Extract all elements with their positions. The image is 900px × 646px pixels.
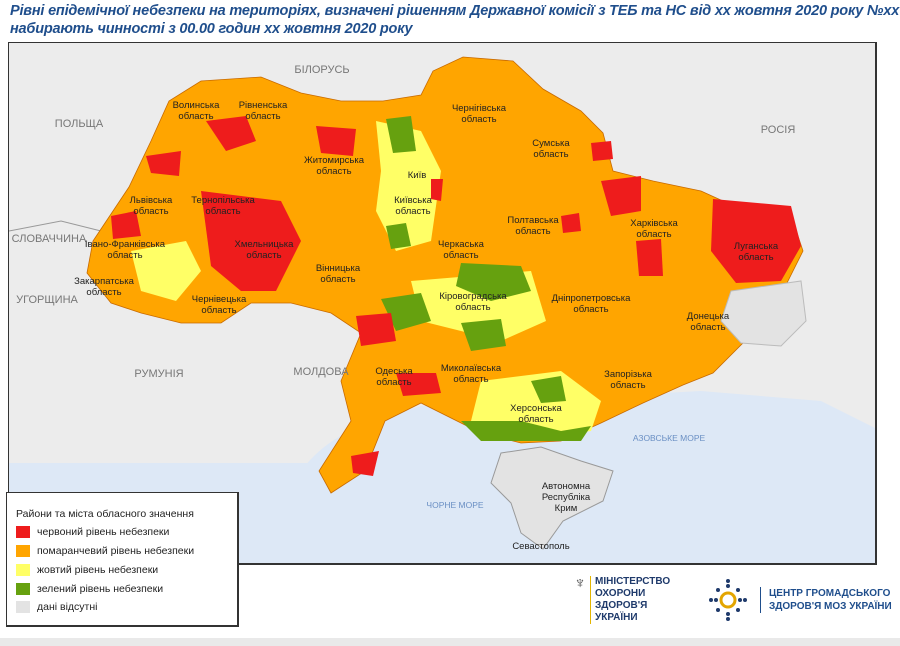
region-label: Волинська область <box>173 100 221 122</box>
ukraine-territory <box>86 56 804 494</box>
region-label: Полтавська область <box>507 215 559 237</box>
legend-item-nodata: дані відсутні <box>16 600 98 614</box>
region-label: Донецька область <box>687 311 730 333</box>
region-label: Дніпропетровська область <box>552 293 632 315</box>
title-line-2: набирають чинності з 00.00 годин хх жовт… <box>10 21 413 37</box>
region-label: Луганська область <box>734 241 779 263</box>
region-label: Вінницька область <box>316 263 361 285</box>
region-label: Житомирська область <box>304 155 365 177</box>
legend-swatch <box>16 564 30 576</box>
region-labels: Волинська область Рівненська область Житомир… <box>74 100 779 552</box>
bottom-bar <box>0 638 900 646</box>
phc-emblem-icon <box>709 579 747 621</box>
region-label: Миколаївська область <box>441 363 502 385</box>
border-lines <box>9 220 102 232</box>
legend-swatch <box>16 526 30 538</box>
region-label: Київ <box>408 170 427 181</box>
legend-item-red: червоний рівень небезпеки <box>16 525 169 539</box>
region-label: Івано-Франківська область <box>85 239 166 261</box>
region-label: Харківська область <box>630 218 678 240</box>
country-label: РУМУНІЯ <box>134 368 183 380</box>
sea-label: АЗОВСЬКЕ МОРЕ <box>633 433 706 443</box>
logo-text: ЦЕНТР ГРОМАДСЬКОГО <box>769 588 891 599</box>
sea-label: ЧОРНЕ МОРЕ <box>426 500 483 510</box>
region-label: Херсонська область <box>510 403 562 425</box>
legend-item-yellow: жовтий рівень небезпеки <box>16 563 158 577</box>
nodata-crimea <box>490 446 614 550</box>
title-line-1: Рівні епідемічної небезпеки на територія… <box>10 3 900 19</box>
region-label: Одеська область <box>375 366 413 388</box>
country-label: БІЛОРУСЬ <box>294 64 349 76</box>
legend-title: Райони та міста обласного значення <box>16 508 194 520</box>
ministry-logo: ♆ МІНІСТЕРСТВО ОХОРОНИ ЗДОРОВ'Я УКРАЇНИ <box>574 576 670 624</box>
phc-logo: ЦЕНТР ГРОМАДСЬКОГО ЗДОРОВ'Я МОЗ УКРАЇНИ <box>708 578 892 622</box>
country-label: МОЛДОВА <box>293 366 349 378</box>
legend-swatch <box>16 545 30 557</box>
region-label: Черкаська область <box>438 239 485 261</box>
legend-label: помаранчевий рівень небезпеки <box>37 545 195 557</box>
nodata-donbas <box>720 280 807 347</box>
legend-label: дані відсутні <box>37 601 98 613</box>
logo-text: УКРАЇНИ <box>595 612 638 623</box>
region-label: Тернопільська область <box>191 195 255 217</box>
region-label: Кіровоградська область <box>439 291 507 313</box>
legend-label: зелений рівень небезпеки <box>37 583 164 595</box>
green-zones <box>381 116 591 441</box>
country-label: ПОЛЬЩА <box>55 118 104 130</box>
legend-swatch <box>16 583 30 595</box>
trident-icon: ♆ <box>574 575 586 592</box>
legend-item-green: зелений рівень небезпеки <box>16 582 163 596</box>
country-label: СЛОВАЧЧИНА <box>12 233 87 245</box>
region-label: Закарпатська область <box>74 276 134 298</box>
legend-item-orange: помаранчевий рівень небезпеки <box>16 544 194 558</box>
legend-swatch <box>16 601 30 613</box>
legend-label: червоний рівень небезпеки <box>37 526 170 538</box>
region-label: Автономна Республіка Крим <box>542 481 591 514</box>
logo-text: МІНІСТЕРСТВО <box>595 576 671 587</box>
region-label: Запорізька область <box>604 369 653 391</box>
ukraine-map: БІЛОРУСЬ ПОЛЬЩА РОСІЯ СЛОВАЧЧИНА УГОРЩИН… <box>8 42 877 565</box>
region-label: Рівненська область <box>239 100 288 122</box>
yellow-zones <box>131 121 601 441</box>
region-label: Севастополь <box>512 541 569 552</box>
map-title: Рівні епідемічної небезпеки на територія… <box>10 2 900 38</box>
legend-label: жовтий рівень небезпеки <box>37 564 159 576</box>
country-label: УГОРЩИНА <box>16 294 78 306</box>
region-label: Чернівецька область <box>192 294 247 316</box>
region-label: Чернігівська область <box>452 103 507 125</box>
logo-text: ЗДОРОВ'Я МОЗ УКРАЇНИ <box>769 601 892 612</box>
region-label: Київська область <box>394 195 432 217</box>
country-label: РОСІЯ <box>761 124 796 136</box>
legend: Райони та міста обласного значення черво… <box>6 492 239 627</box>
region-label: Львівська область <box>130 195 173 217</box>
region-label: Сумська область <box>532 138 570 160</box>
region-label: Хмельницька область <box>235 239 295 261</box>
logo-text: ЗДОРОВ'Я <box>595 600 648 611</box>
logo-text: ОХОРОНИ <box>595 588 646 599</box>
red-zones <box>111 116 801 476</box>
